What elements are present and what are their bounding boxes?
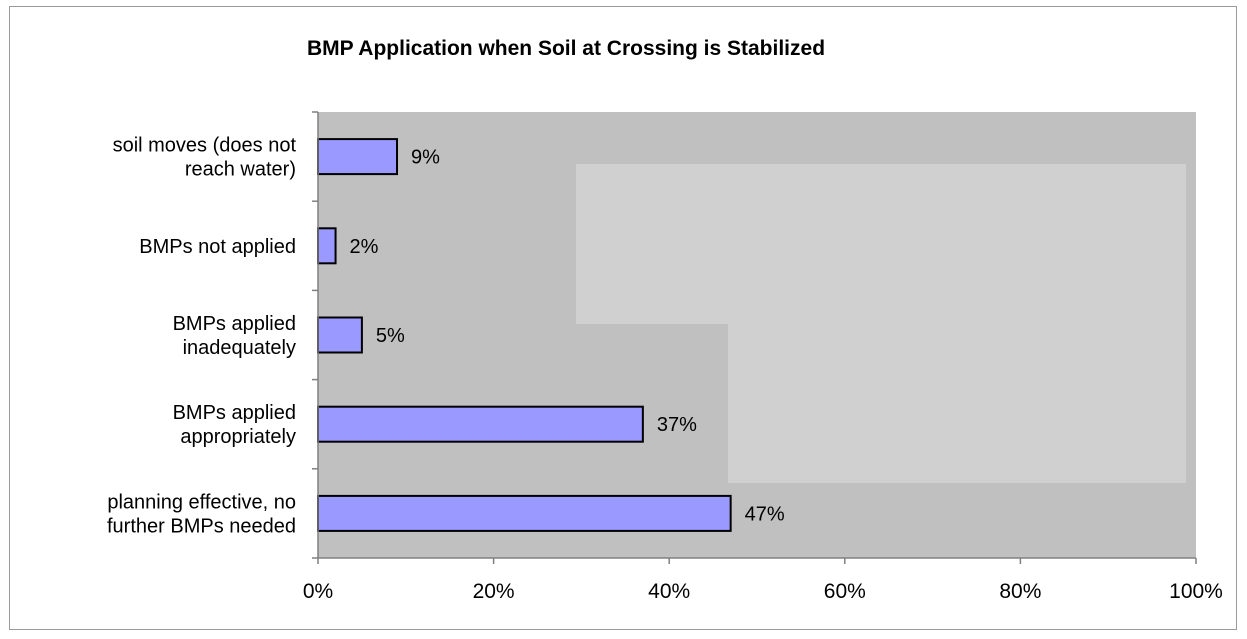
data-label: 37% [657, 414, 697, 436]
bar [317, 405, 644, 443]
x-tick-label: 60% [824, 580, 866, 603]
bar [317, 494, 732, 532]
data-label: 2% [350, 236, 379, 258]
x-tick-label: 0% [303, 580, 333, 603]
x-tick-label: 40% [648, 580, 690, 603]
bar [317, 227, 337, 265]
plot-highlight [576, 164, 1186, 483]
data-label: 9% [411, 147, 440, 169]
x-tick-label: 20% [473, 580, 515, 603]
bar [317, 138, 399, 176]
category-label: planning effective, no further BMPs neede… [107, 491, 296, 537]
x-axis: 0% 20% 40% 60% 80% 100% [303, 111, 1223, 603]
data-labels: 9% 2% 5% 37% 47% [350, 147, 785, 526]
x-tick-label: 100% [1169, 580, 1223, 603]
data-label: 5% [376, 325, 405, 347]
plot-area [318, 112, 1196, 558]
x-tick-label: 80% [999, 580, 1041, 603]
data-label: 47% [745, 503, 785, 525]
chart-title: BMP Application when Soil at Crossing is… [307, 37, 825, 60]
category-label: soil moves (does not reach water) [113, 135, 297, 181]
bar [317, 316, 363, 354]
category-labels: soil moves (does not reach water) BMPs not… [107, 135, 296, 538]
category-label: BMPs not applied [139, 236, 296, 258]
category-label: BMPs applied appropriately [173, 402, 296, 448]
bars [317, 138, 732, 532]
category-label: BMPs applied inadequately [173, 313, 296, 359]
